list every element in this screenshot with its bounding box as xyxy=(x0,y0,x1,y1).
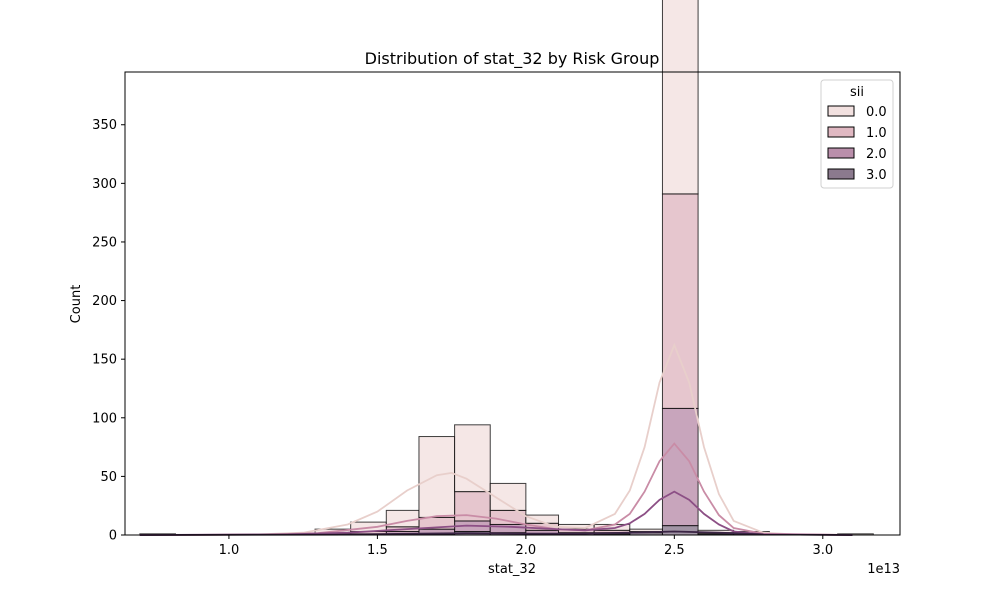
kde-line-sii-3.0 xyxy=(139,530,853,536)
kde-line-sii-1.0 xyxy=(139,442,853,536)
legend-label-sii-1.0: 1.0 xyxy=(866,126,887,141)
bar-sii-0.0-bin-11 xyxy=(525,514,560,524)
y-tick-label: 300 xyxy=(92,177,117,192)
y-tick-label: 50 xyxy=(100,470,117,485)
y-tick-label: 200 xyxy=(92,294,117,309)
legend-swatch-sii-2.0 xyxy=(827,147,855,159)
axis-ticks: 1.0 1.5 2.0 2.5 3.0 0 50 100 150 200 250 300 350 xyxy=(92,118,833,558)
legend-label-sii-2.0: 2.0 xyxy=(866,147,887,162)
x-tick-label: 1.0 xyxy=(219,543,240,558)
y-axis-label: Count xyxy=(69,285,84,324)
y-tick-label: 150 xyxy=(92,353,117,368)
x-tick-label: 2.0 xyxy=(516,543,537,558)
legend-swatch-sii-0.0 xyxy=(827,105,855,117)
legend-title: sii xyxy=(850,85,864,100)
chart-title: Distribution of stat_32 by Risk Group xyxy=(365,49,660,69)
bar-sii-3.0-bin-15 xyxy=(661,525,699,536)
x-tick-label: 2.5 xyxy=(664,543,685,558)
y-tick-label: 250 xyxy=(92,235,117,250)
bar-sii-0.0-bin-8 xyxy=(418,436,456,518)
y-tick-label: 350 xyxy=(92,118,117,133)
x-tick-label: 1.5 xyxy=(367,543,388,558)
legend-swatch-sii-1.0 xyxy=(827,126,855,138)
x-axis-offset-label: 1e13 xyxy=(867,562,900,577)
y-tick-label: 0 xyxy=(109,529,117,544)
plot-frame xyxy=(124,71,901,536)
kde-line-sii-2.0 xyxy=(139,490,853,536)
kde-line-sii-0.0 xyxy=(139,342,853,536)
x-tick-label: 3.0 xyxy=(812,543,833,558)
x-axis-label: stat_32 xyxy=(488,562,536,577)
y-tick-label: 100 xyxy=(92,411,117,426)
bar-sii-0.0-bin-9 xyxy=(454,424,491,493)
legend-swatch-sii-3.0 xyxy=(827,168,855,180)
legend-label-sii-3.0: 3.0 xyxy=(866,168,887,183)
bar-sii-0.0-bin-15 xyxy=(661,0,699,195)
plot-area xyxy=(139,0,874,536)
bar-sii-1.0-bin-15 xyxy=(661,193,699,409)
legend-label-sii-0.0: 0.0 xyxy=(866,105,887,120)
